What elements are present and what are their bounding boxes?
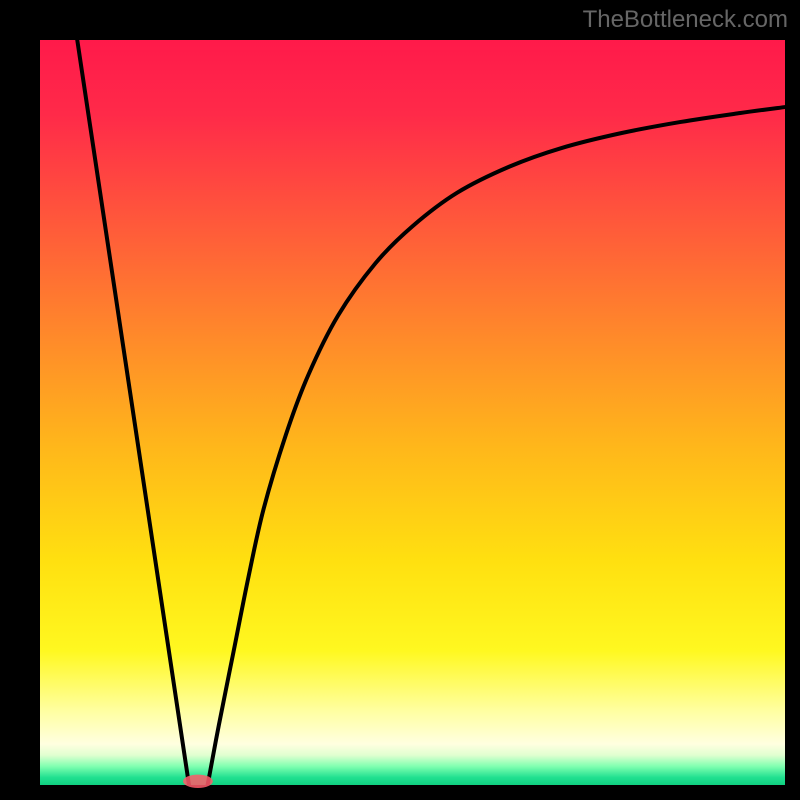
watermark-text: TheBottleneck.com — [583, 6, 788, 34]
chart-svg — [0, 0, 800, 800]
plot-background — [40, 40, 785, 785]
chart-container: TheBottleneck.com — [0, 0, 800, 800]
optimum-marker — [183, 775, 213, 788]
